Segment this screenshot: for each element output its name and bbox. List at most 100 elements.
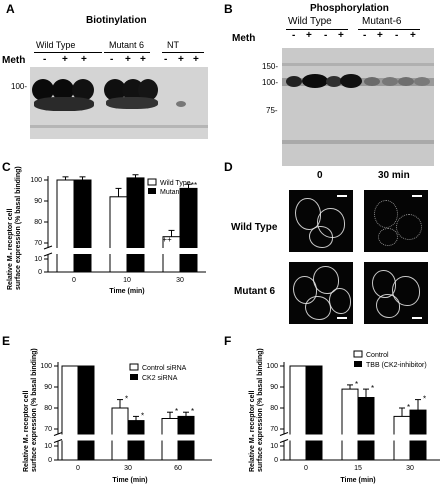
legend-swatch-wild-type [147,178,157,186]
legend-swatch-mutant-6 [148,188,156,194]
panel-c-letter: C [2,160,11,174]
panel-f-ylabel-1: Relative M₃ receptor cell [249,391,256,472]
cell-outline [329,288,351,314]
panel-b-sign: - [292,30,296,41]
panel-f-axis-break [279,432,440,443]
cell-outline [313,266,339,294]
blot-band [382,77,398,86]
scale-bar [337,195,347,197]
bar-open [109,196,128,273]
x-tick-label: 10 [123,277,131,284]
axis-break-mark [43,252,53,257]
panel-e-ylabel-2: surface expression (% basal binding) [31,348,38,472]
y-tick-label: 70 [270,426,278,433]
panel-b-sign: - [363,30,367,41]
panel-f-ylabel-2: surface expression (% basal binding) [257,348,264,472]
cell-outline [309,226,333,248]
x-tick-label: 30 [124,465,132,472]
panel-a-sign: + [125,54,131,65]
y-tick-label: 90 [44,384,52,391]
panel-e-letter: E [2,334,11,348]
panel-b-underline-wt [286,29,348,30]
panel-e-xlabel: Time (min) [112,477,147,484]
cell-outline [392,276,420,306]
panel-d-col-30: 30 min [378,170,410,181]
bar-filled [179,187,198,273]
y-tick-label: 80 [270,405,278,412]
blot-smear [106,97,158,109]
panel-b-sign: + [410,30,416,41]
x-tick-label: 15 [354,465,362,472]
panel-b-sign: - [324,30,328,41]
panel-a-marker-100: 100- [11,82,28,91]
scale-bar [412,195,422,197]
y-tick-label: 0 [48,457,52,464]
annotation-starstar: ** [191,181,197,190]
micrograph-m6-0 [289,262,353,324]
axis-break-mark [279,432,289,436]
axis-break-mark [279,439,289,443]
panel-a-underline-m6 [104,52,150,53]
panel-b-underline-m6 [358,29,420,30]
blot-band [414,77,430,86]
bar-filled [126,177,145,273]
cell-outline-faint [374,200,398,228]
blot-band [176,101,186,107]
blot-band [72,79,94,101]
y-tick-label: 10 [44,443,52,450]
y-tick-label: 10 [34,256,42,263]
bar-open [111,407,129,461]
panel-b-sign: + [377,30,383,41]
panel-c-ylabel-1: Relative M₃ receptor cell [7,209,14,290]
legend-swatch-tbb [354,361,362,367]
panel-a-sign: + [62,54,68,65]
panel-a-underline-nt [162,52,204,53]
panel-b-sign: - [395,30,399,41]
legend-label-tbb: TBB (CK2-inhibitor) [366,362,427,369]
y-tick-label: 70 [44,426,52,433]
panel-a-sign: + [178,54,184,65]
legend-label-control-sirna: Control siRNA [142,365,187,372]
blot-band [326,76,342,87]
panel-c-axis-break [43,245,206,257]
legend-swatch-control [353,350,363,358]
blot-band [138,79,158,101]
annotation-plusplus: ++ [162,235,172,244]
panel-b-marker-100: 100- [262,78,279,87]
panel-b-letter: B [224,2,233,16]
axis-break-gap [54,434,212,441]
panel-c-xlabel: Time (min) [109,288,144,295]
significance-star: * [407,403,410,412]
blot-band [340,74,362,88]
blot-band [52,79,74,101]
x-tick-label: 0 [72,277,76,284]
panel-d-row-wild-type: Wild Type [231,222,278,233]
panel-a-meth-label: Meth [2,55,26,66]
significance-star: * [125,395,128,404]
y-tick-label: 0 [38,269,42,276]
bar-filled [305,365,323,461]
bar-filled [357,397,375,461]
y-tick-label: 80 [34,219,42,226]
panel-b-title: Phosphorylation [310,3,389,14]
panel-a-group-mutant-6: Mutant 6 [109,40,145,50]
panel-a-blot [30,67,208,139]
legend-swatch-control-sirna [129,363,139,371]
panel-c-ylabel-2: surface expression (% basal binding) [15,166,22,290]
scale-bar [337,317,347,319]
blot-band [104,79,126,101]
axis-break-mark [53,432,63,436]
blot-line [30,125,208,128]
axis-break-mark [53,439,63,443]
panel-b-sign: + [338,30,344,41]
panel-a-letter: A [6,2,15,16]
panel-f-bars: * * * * [289,365,427,461]
significance-star: * [371,384,374,393]
significance-star: * [191,407,194,416]
significance-star: * [355,380,358,389]
cell-outline [376,294,400,318]
panel-e-chart: Relative M₃ receptor cell surface expres… [23,348,212,484]
bar-open [289,365,307,461]
legend-swatch-ck2-sirna [130,374,138,380]
panel-b-sign: + [306,30,312,41]
